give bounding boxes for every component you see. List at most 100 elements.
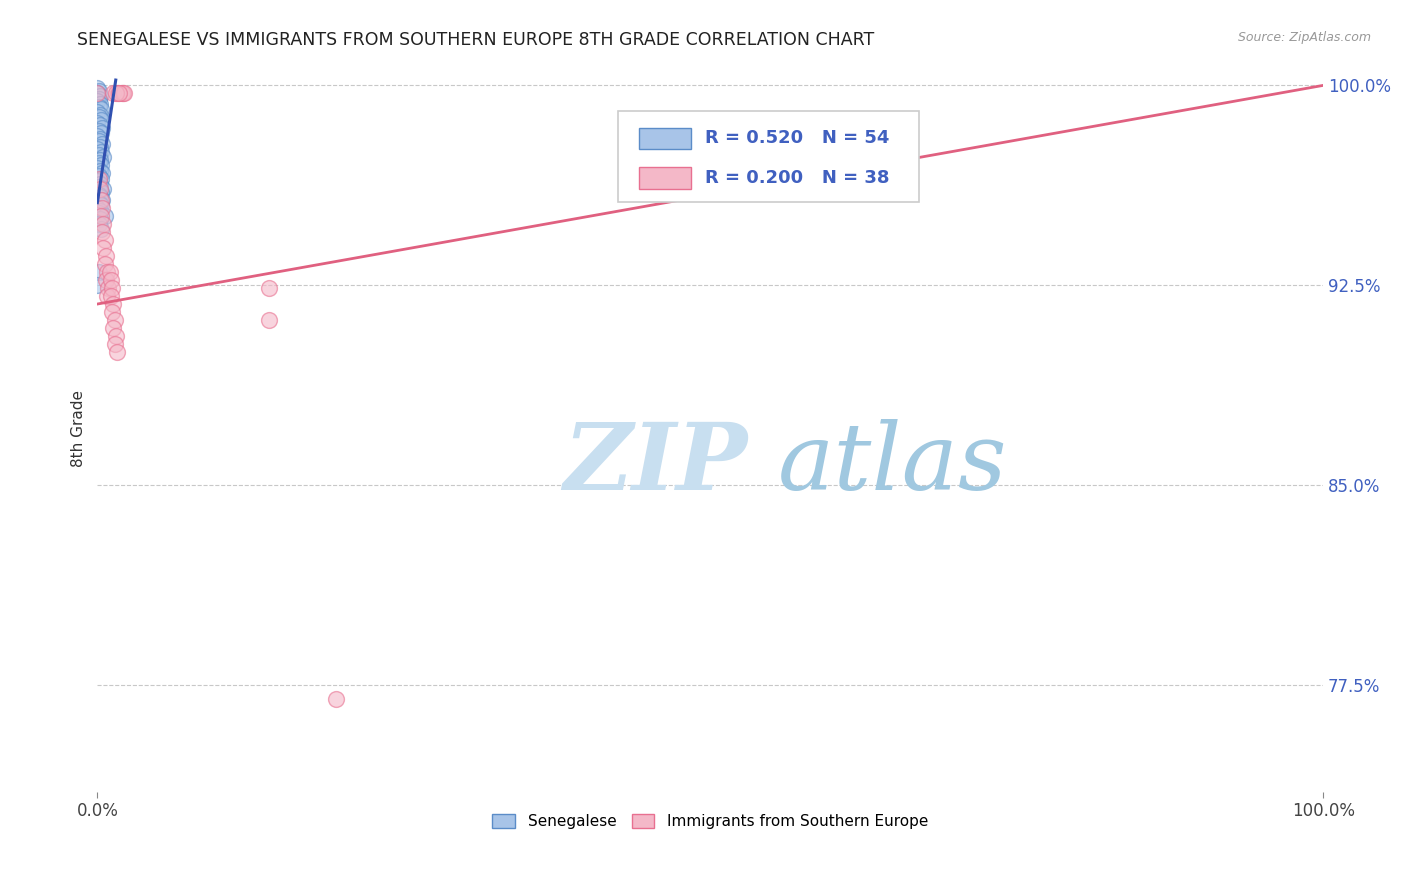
Point	[112, 87, 135, 101]
Point	[100, 273, 122, 287]
Point	[89, 182, 111, 196]
FancyBboxPatch shape	[640, 128, 690, 149]
Point	[91, 166, 114, 180]
Point	[86, 161, 108, 175]
Point	[86, 95, 108, 109]
Point	[90, 222, 112, 236]
Point	[87, 155, 110, 169]
Point	[86, 87, 108, 101]
Point	[90, 185, 112, 199]
Point	[90, 209, 112, 223]
Point	[87, 195, 110, 210]
Point	[91, 201, 114, 215]
Point	[97, 281, 120, 295]
Point	[90, 198, 112, 212]
Point	[90, 103, 112, 117]
Point	[87, 92, 110, 106]
FancyBboxPatch shape	[619, 112, 918, 202]
Point	[112, 87, 135, 101]
Point	[91, 225, 114, 239]
Point	[108, 87, 131, 101]
Point	[93, 150, 115, 164]
Text: SENEGALESE VS IMMIGRANTS FROM SOUTHERN EUROPE 8TH GRADE CORRELATION CHART: SENEGALESE VS IMMIGRANTS FROM SOUTHERN E…	[77, 31, 875, 49]
Point	[87, 84, 110, 98]
Point	[103, 337, 125, 351]
Point	[257, 313, 280, 327]
Point	[89, 132, 111, 146]
Point	[90, 171, 112, 186]
Point	[91, 121, 114, 136]
Point	[86, 129, 108, 144]
Point	[325, 691, 347, 706]
Point	[93, 217, 115, 231]
Y-axis label: 8th Grade: 8th Grade	[72, 390, 86, 467]
Point	[93, 241, 115, 255]
Point	[101, 305, 124, 319]
Text: R = 0.200   N = 38: R = 0.200 N = 38	[706, 169, 890, 186]
Point	[87, 111, 110, 125]
Point	[90, 193, 112, 207]
Point	[103, 87, 125, 101]
Point	[87, 265, 110, 279]
Point	[103, 313, 125, 327]
Point	[87, 171, 110, 186]
Point	[91, 136, 114, 151]
Point	[89, 89, 111, 103]
Point	[86, 142, 108, 156]
Point	[86, 87, 108, 101]
Point	[105, 345, 128, 359]
Point	[89, 211, 111, 226]
Point	[104, 329, 127, 343]
Legend: Senegalese, Immigrants from Southern Europe: Senegalese, Immigrants from Southern Eur…	[486, 808, 934, 835]
Point	[100, 289, 122, 303]
Point	[86, 81, 108, 95]
Point	[86, 105, 108, 120]
Point	[86, 174, 108, 188]
Point	[87, 124, 110, 138]
Point	[90, 113, 112, 128]
Point	[107, 87, 129, 101]
Point	[96, 289, 118, 303]
Point	[93, 233, 115, 247]
Point	[90, 127, 112, 141]
Point	[87, 206, 110, 220]
Point	[89, 177, 111, 191]
Point	[87, 169, 110, 183]
Point	[91, 193, 114, 207]
FancyBboxPatch shape	[640, 167, 690, 189]
Point	[89, 190, 111, 204]
Point	[87, 135, 110, 149]
Text: ZIP: ZIP	[564, 419, 748, 509]
Point	[87, 100, 110, 114]
Point	[94, 249, 117, 263]
Point	[87, 217, 110, 231]
Point	[87, 179, 110, 194]
Point	[86, 116, 108, 130]
Text: Source: ZipAtlas.com: Source: ZipAtlas.com	[1237, 31, 1371, 45]
Point	[111, 87, 134, 101]
Point	[89, 97, 111, 112]
Point	[90, 145, 112, 159]
Point	[89, 203, 111, 218]
Point	[86, 201, 108, 215]
Point	[89, 139, 111, 153]
Point	[89, 108, 111, 122]
Point	[257, 281, 280, 295]
Point	[103, 297, 125, 311]
Point	[89, 119, 111, 133]
Point	[90, 158, 112, 172]
Point	[93, 182, 115, 196]
Point	[96, 265, 118, 279]
Point	[98, 265, 121, 279]
Text: atlas: atlas	[778, 419, 1007, 509]
Point	[93, 209, 115, 223]
Point	[89, 153, 111, 167]
Point	[103, 321, 125, 335]
Point	[104, 87, 127, 101]
Point	[87, 187, 110, 202]
Point	[101, 281, 124, 295]
Point	[86, 278, 108, 293]
Point	[89, 163, 111, 178]
Point	[94, 273, 117, 287]
Text: R = 0.520   N = 54: R = 0.520 N = 54	[706, 129, 890, 147]
